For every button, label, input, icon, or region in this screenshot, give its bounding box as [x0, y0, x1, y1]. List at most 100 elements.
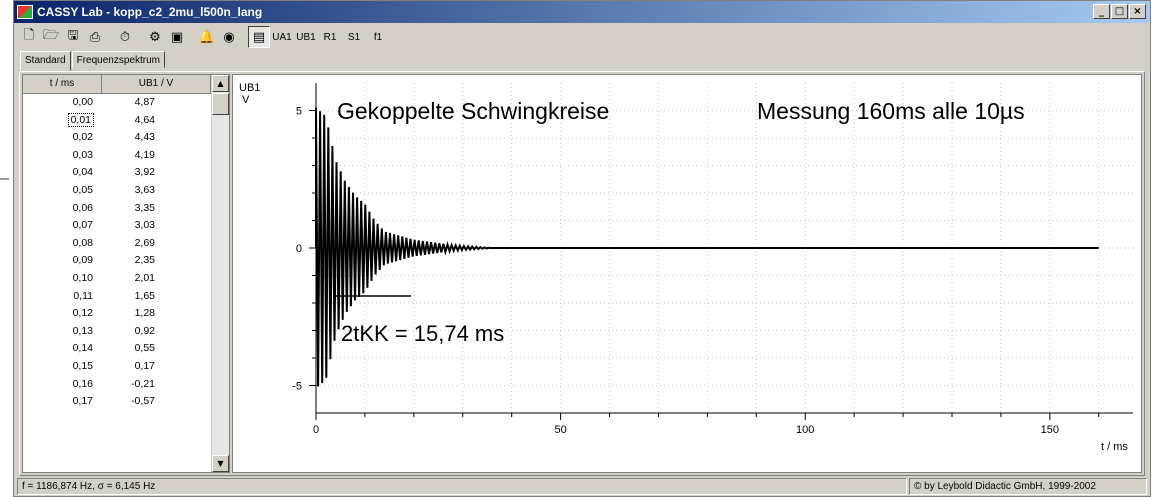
- voltage-cell[interactable]: 1,65: [134, 289, 155, 302]
- channel-f1-button[interactable]: f1: [373, 31, 383, 43]
- voltage-cell[interactable]: 2,01: [134, 271, 155, 284]
- voltage-cell[interactable]: 4,19: [134, 148, 155, 161]
- minimize-button[interactable]: _: [1093, 4, 1110, 19]
- app-window: CASSY Lab - kopp_c2_2mu_l500n_lang _ □ ×…: [13, 0, 1151, 497]
- table-row[interactable]: 0,07 3,03: [23, 217, 211, 235]
- voltage-cell[interactable]: 4,87: [134, 96, 155, 108]
- time-value: 0,10: [72, 271, 93, 284]
- table-row[interactable]: 0,08 2,69: [23, 235, 211, 253]
- time-value: 0,06: [72, 201, 93, 214]
- time-value: 0,13: [72, 324, 93, 337]
- table-row[interactable]: 0,12 1,28: [23, 305, 211, 323]
- time-value: 0,12: [72, 307, 93, 320]
- channel-s1-button[interactable]: S1: [347, 31, 361, 43]
- status-bar: f = 1186,874 Hz, σ = 6,145 Hz © by Leybo…: [17, 478, 1147, 495]
- time-cell[interactable]: 0,07: [23, 217, 101, 235]
- time-cell[interactable]: 0,01: [23, 112, 101, 130]
- new-file-icon[interactable]: 🗋: [23, 28, 35, 43]
- table-row[interactable]: 0,16 -0,21: [23, 376, 211, 394]
- channel-r1-button[interactable]: R1: [323, 31, 337, 43]
- print-icon[interactable]: ⎙: [89, 29, 101, 45]
- table-row[interactable]: 0,00 4,87: [23, 94, 211, 112]
- y-tick-label: 5: [296, 106, 302, 118]
- scroll-down-icon[interactable]: ▼: [212, 455, 229, 472]
- data-table[interactable]: t / ms UB1 / V 0,00 4,87 0,01 4,64 0,02 4,43 0…: [22, 74, 230, 473]
- time-value: 0,04: [72, 166, 93, 179]
- table-row[interactable]: 0,03 4,19: [23, 147, 211, 165]
- time-cell[interactable]: 0,08: [23, 235, 101, 253]
- column-header-time[interactable]: t / ms: [23, 75, 102, 93]
- voltage-cell[interactable]: 3,63: [134, 183, 155, 196]
- column-header-voltage[interactable]: UB1 / V: [102, 75, 211, 93]
- table-row[interactable]: 0,17 -0,57: [23, 393, 211, 411]
- time-cell[interactable]: 0,11: [23, 288, 101, 306]
- voltage-cell[interactable]: 0,55: [134, 342, 155, 355]
- time-cell[interactable]: 0,14: [23, 340, 101, 358]
- table-row[interactable]: 0,10 2,01: [23, 270, 211, 288]
- time-cell[interactable]: 0,13: [23, 323, 101, 341]
- settings-icon[interactable]: ⚙: [149, 29, 161, 45]
- voltage-cell[interactable]: 2,35: [134, 254, 155, 267]
- voltage-cell[interactable]: 4,43: [134, 131, 155, 144]
- table-row[interactable]: 0,02 4,43: [23, 129, 211, 147]
- time-cell[interactable]: 0,03: [23, 147, 101, 165]
- voltage-cell[interactable]: 2,69: [134, 236, 155, 249]
- voltage-cell[interactable]: 3,03: [134, 219, 155, 232]
- table-row[interactable]: 0,11 1,65: [23, 288, 211, 306]
- scroll-thumb[interactable]: [212, 93, 229, 115]
- time-cell[interactable]: 0,09: [23, 252, 101, 270]
- time-value: 0,00: [72, 96, 93, 108]
- speaker-icon[interactable]: ◉: [223, 29, 235, 45]
- time-cell[interactable]: 0,04: [23, 164, 101, 182]
- voltage-cell[interactable]: 3,92: [134, 166, 155, 179]
- voltage-cell[interactable]: 3,35: [134, 201, 155, 214]
- scroll-up-icon[interactable]: ▲: [212, 75, 229, 92]
- time-cell[interactable]: 0,02: [23, 129, 101, 147]
- x-tick-label: 150: [1041, 424, 1059, 436]
- voltage-cell[interactable]: 1,28: [134, 307, 155, 320]
- y-tick-label: 0: [296, 243, 302, 255]
- window-title: CASSY Lab - kopp_c2_2mu_l500n_lang: [37, 5, 263, 19]
- table-row[interactable]: 0,14 0,55: [23, 340, 211, 358]
- time-cell[interactable]: 0,12: [23, 305, 101, 323]
- tab-frequenzspektrum[interactable]: Frequenzspektrum: [71, 51, 165, 68]
- time-value: 0,17: [72, 395, 93, 408]
- voltage-cell[interactable]: -0,57: [131, 395, 155, 408]
- maximize-button[interactable]: □: [1111, 4, 1128, 19]
- voltage-cell[interactable]: 4,64: [134, 113, 155, 126]
- time-cell[interactable]: 0,10: [23, 270, 101, 288]
- status-copyright: © by Leybold Didactic GmbH, 1999-2002: [909, 478, 1147, 495]
- time-value: 0,07: [72, 219, 93, 232]
- voltage-cell[interactable]: 0,92: [134, 324, 155, 337]
- time-cell[interactable]: 0,00: [23, 94, 101, 112]
- time-value: 0,11: [73, 289, 93, 302]
- table-view-icon[interactable]: ▤: [248, 26, 270, 48]
- table-row[interactable]: 0,06 3,35: [23, 200, 211, 218]
- table-row[interactable]: 0,04 3,92: [23, 164, 211, 182]
- voltage-cell[interactable]: -0,21: [131, 377, 155, 390]
- table-row[interactable]: 0,09 2,35: [23, 252, 211, 270]
- table-row[interactable]: 0,05 3,63: [23, 182, 211, 200]
- channel-ua1-button[interactable]: UA1: [272, 31, 292, 43]
- time-cell[interactable]: 0,06: [23, 200, 101, 218]
- table-scrollbar[interactable]: ▲ ▼: [211, 75, 229, 472]
- display-icon[interactable]: ▣: [170, 29, 184, 45]
- bell-icon[interactable]: 🔔: [198, 29, 216, 45]
- app-icon[interactable]: [17, 5, 33, 19]
- tab-standard[interactable]: Standard: [20, 51, 71, 71]
- table-row[interactable]: 0,13 0,92: [23, 323, 211, 341]
- table-row[interactable]: 0,15 0,17: [23, 358, 211, 376]
- voltage-cell[interactable]: 0,17: [134, 359, 155, 372]
- table-row[interactable]: 0,01 4,64: [23, 112, 211, 130]
- stopwatch-icon[interactable]: ⏱: [119, 29, 131, 45]
- time-cell[interactable]: 0,05: [23, 182, 101, 200]
- save-file-icon[interactable]: 🖫: [67, 28, 79, 43]
- time-cell[interactable]: 0,16: [23, 376, 101, 394]
- time-cell[interactable]: 0,15: [23, 358, 101, 376]
- time-cell[interactable]: 0,17: [23, 393, 101, 411]
- open-file-icon[interactable]: 🗁: [42, 28, 60, 43]
- y-axis-unit: V: [242, 94, 250, 106]
- close-button[interactable]: ×: [1129, 4, 1146, 19]
- channel-ub1-button[interactable]: UB1: [296, 31, 316, 43]
- chart-panel[interactable]: 0 50 100 150 -5 0 5 UB1 V Gekoppelte Schwingkr…: [232, 74, 1142, 473]
